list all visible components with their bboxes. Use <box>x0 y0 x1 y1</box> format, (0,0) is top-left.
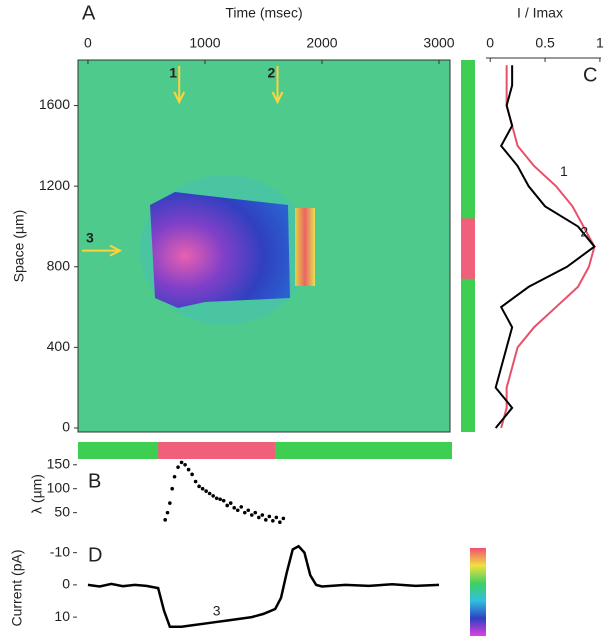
annotation-arrowhead <box>109 244 123 257</box>
x-axis-title: Time (msec) <box>225 5 302 21</box>
point <box>218 497 222 502</box>
series-label: 2 <box>580 223 588 239</box>
annotation: 2 <box>268 65 276 81</box>
point <box>200 486 205 491</box>
point <box>278 520 282 525</box>
point <box>271 518 275 523</box>
point <box>214 496 219 501</box>
x-tick-label: 1 <box>596 35 604 51</box>
point <box>267 514 272 519</box>
point <box>207 491 212 496</box>
y-tick-label: 100 <box>47 479 71 495</box>
point <box>163 518 167 522</box>
point <box>246 508 251 513</box>
x-axis-title: I / Imax <box>517 5 563 21</box>
point <box>211 494 215 498</box>
point <box>193 479 198 484</box>
point <box>281 516 286 521</box>
stimulus-bar-space <box>461 218 475 279</box>
y-tick-label: 0 <box>62 419 70 435</box>
point <box>179 460 184 465</box>
color-scale <box>470 548 486 636</box>
stimulus-bar-time <box>158 442 276 459</box>
profile-line <box>500 65 596 429</box>
y-tick-label: 1200 <box>39 177 70 193</box>
point <box>249 513 254 517</box>
annotation-arrowhead <box>271 91 284 105</box>
x-tick-label: 0 <box>84 35 92 51</box>
point <box>232 506 237 510</box>
point <box>242 510 247 515</box>
point <box>274 515 279 520</box>
point <box>264 518 268 522</box>
x-tick-label: 1000 <box>189 35 220 51</box>
x-tick-label: 2000 <box>306 35 337 51</box>
y-axis-title: Space (µm) <box>11 210 27 283</box>
point <box>190 472 194 477</box>
panel-label: C <box>583 64 597 86</box>
x-tick-label: 0.5 <box>535 35 555 51</box>
y-tick-label: 400 <box>47 338 71 354</box>
point <box>172 474 177 479</box>
y-tick-label: 1600 <box>39 96 70 112</box>
annotation: 3 <box>213 602 221 618</box>
heatmap-image <box>77 59 451 433</box>
y-tick-label: 0 <box>62 576 70 592</box>
y-axis-title: λ (µm) <box>29 474 45 514</box>
heatmap-band <box>295 208 315 286</box>
y-tick-label: 50 <box>54 503 70 519</box>
point <box>176 465 180 469</box>
point <box>235 508 240 513</box>
y-tick-label: 800 <box>47 257 71 273</box>
current-trace <box>87 544 440 629</box>
point <box>165 510 170 515</box>
point <box>168 501 172 505</box>
x-tick-label: 0 <box>486 35 494 51</box>
point <box>239 505 244 509</box>
y-tick-label: 150 <box>47 455 71 471</box>
y-tick-label: 10 <box>54 608 70 624</box>
annotation: 3 <box>86 229 94 245</box>
point <box>256 515 261 520</box>
point <box>183 462 187 467</box>
annotation-arrowhead <box>173 91 186 105</box>
profile-line <box>494 65 596 429</box>
point <box>197 484 201 489</box>
point <box>204 489 208 493</box>
series-label: 1 <box>560 163 568 179</box>
heatmap-blob <box>150 192 290 308</box>
point <box>253 510 258 515</box>
point <box>186 467 191 472</box>
panel-label: A <box>82 2 96 24</box>
point <box>225 503 229 508</box>
panel-label: D <box>88 544 102 566</box>
point <box>170 486 174 491</box>
point <box>221 498 226 503</box>
panel-label: B <box>88 470 101 492</box>
point <box>228 501 233 505</box>
x-tick-label: 3000 <box>423 35 454 51</box>
y-axis-title: Current (pA) <box>9 549 25 626</box>
y-tick-label: -10 <box>50 543 70 559</box>
annotation: 1 <box>169 65 177 81</box>
point <box>260 513 265 517</box>
